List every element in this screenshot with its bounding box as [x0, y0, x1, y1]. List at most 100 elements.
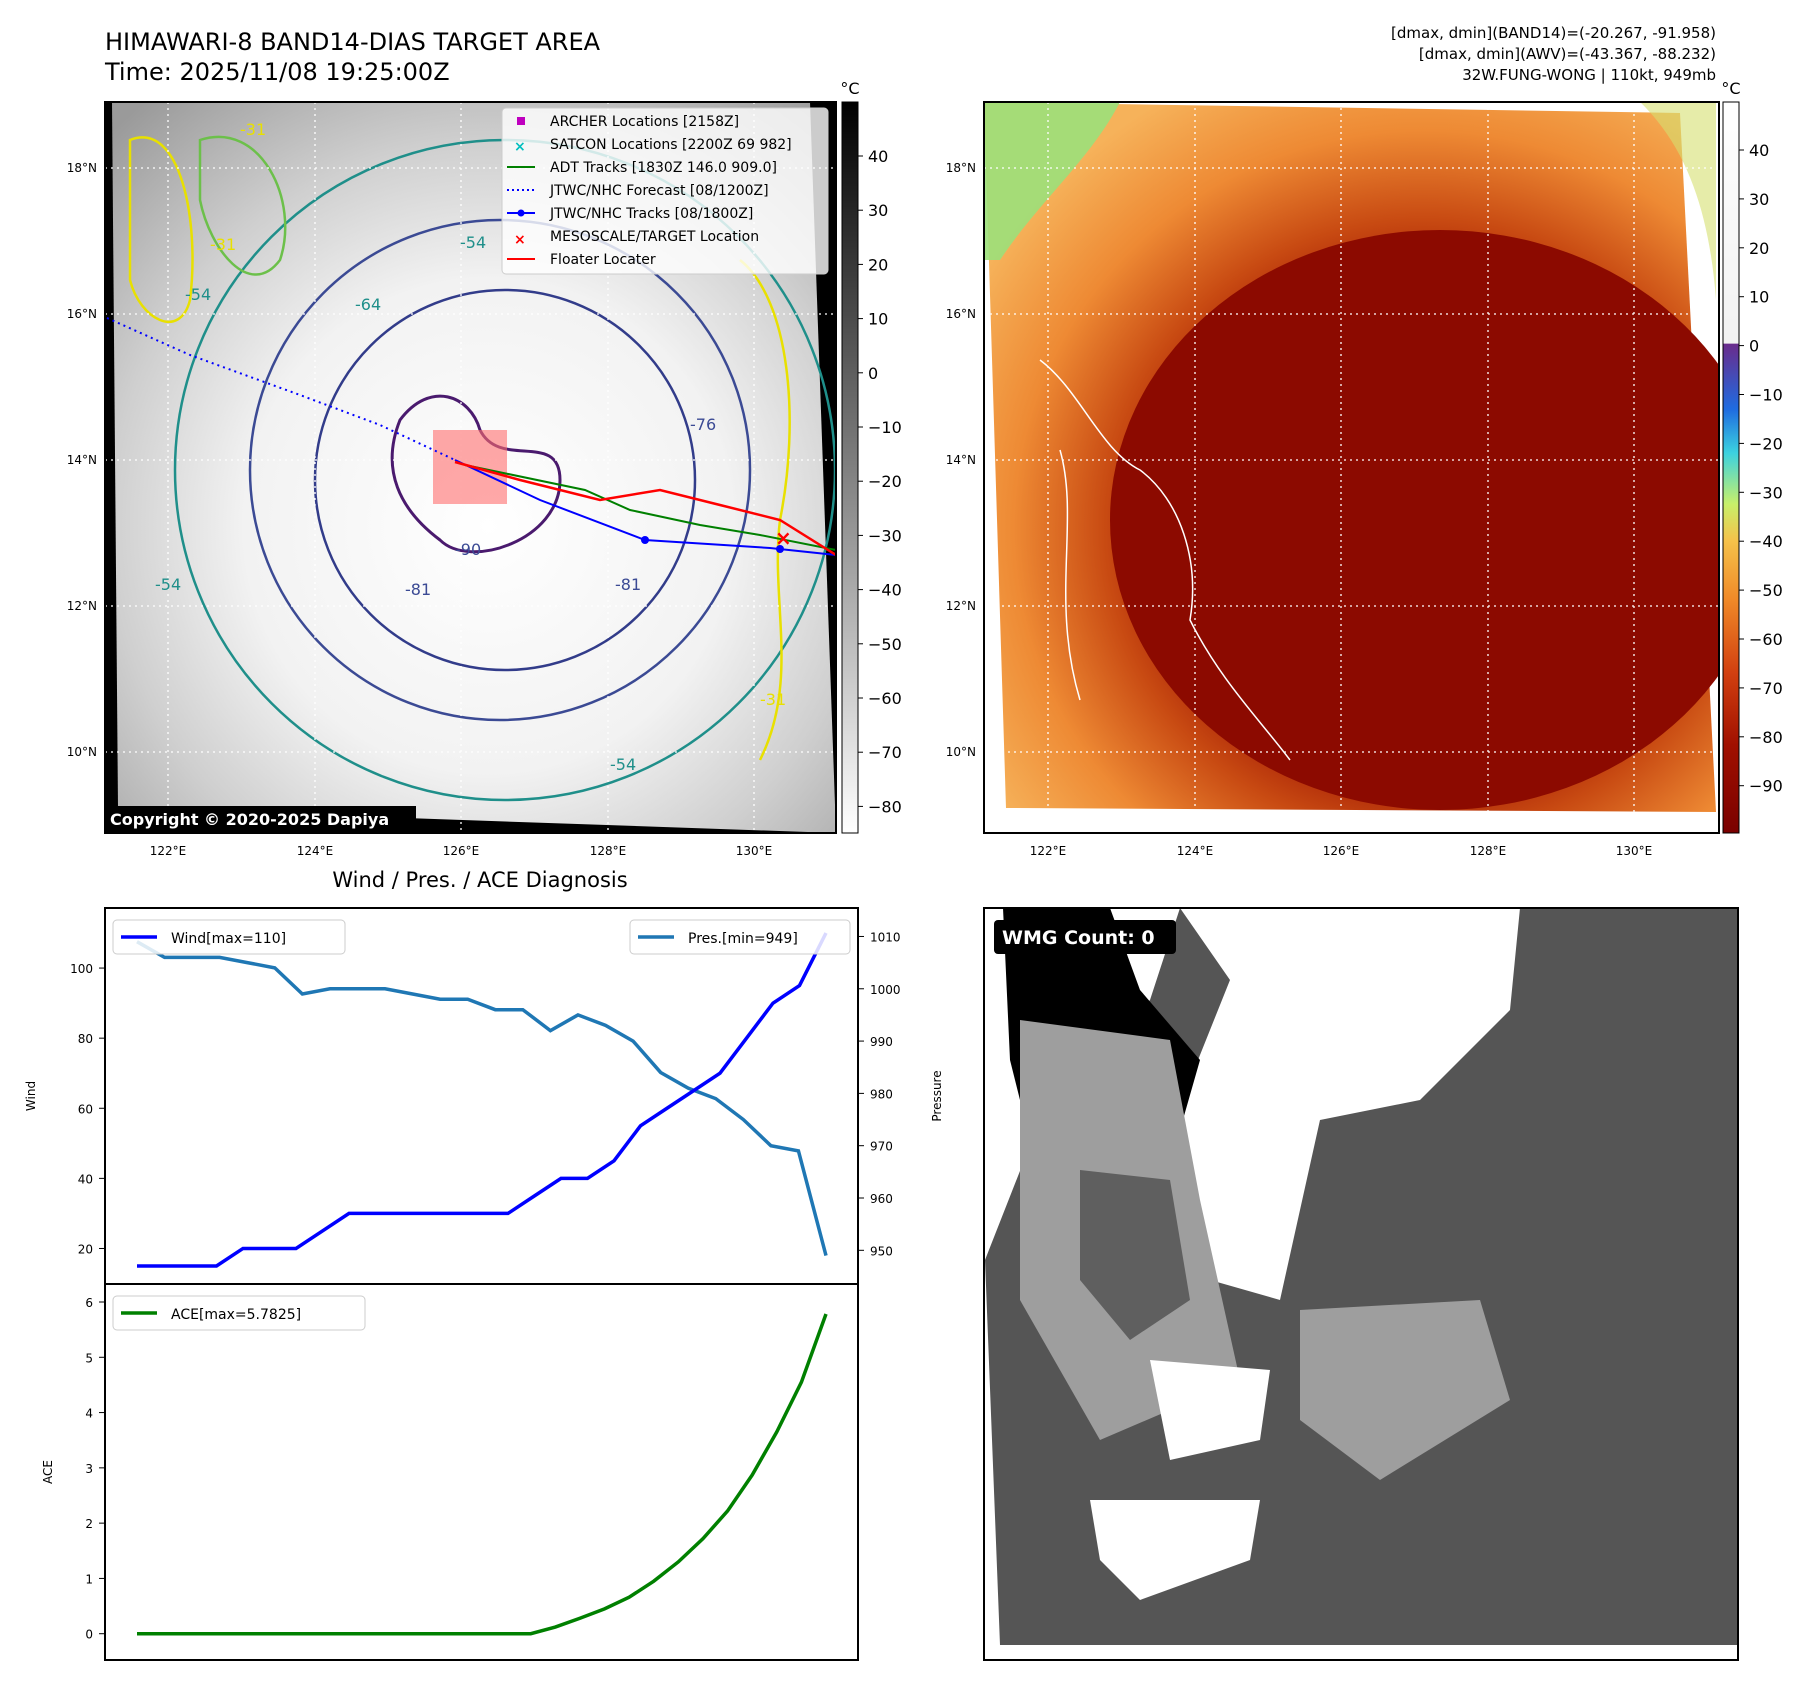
ace-axis-label: ACE [41, 1460, 55, 1484]
colorbar-tick-label: 10 [1749, 288, 1769, 307]
wmg-count-badge [994, 920, 1176, 954]
figure-title: HIMAWARI-8 BAND14-DIAS TARGET AREA [105, 28, 601, 56]
ace-axis-tick-label: 6 [85, 1296, 93, 1310]
contour-blue [248, 218, 752, 722]
pressure-axis-tick-label: 1010 [870, 930, 901, 944]
contour-label: -64 [355, 295, 381, 314]
legend-floater-label: Floater Locater [550, 252, 656, 268]
pressure-axis-tick-label: 1000 [870, 983, 901, 997]
copyright-box [106, 806, 416, 832]
pressure-legend-box [629, 919, 851, 955]
contour-label: -31 [760, 690, 786, 709]
lat-label: 12°N [946, 599, 976, 613]
pressure-axis-tick-label: 960 [870, 1192, 893, 1206]
band14-range-info: [dmax, dmin](BAND14)=(-20.267, -91.958) [1391, 24, 1716, 42]
colorbar-tick-label: 40 [868, 147, 888, 166]
wmg-warm-patch [1150, 1360, 1270, 1460]
colorbar-tick-label: 0 [868, 364, 878, 383]
wmg-warm-ring [1110, 908, 1520, 1300]
awv-moist-region-east [1640, 102, 1716, 300]
archer-legend-marker [517, 117, 525, 125]
colorbar-tick-label: −30 [868, 526, 902, 545]
wind-pressure-chart: 20 40 60 80 100 950 960 970 980 990 1000 1010 Wind Pr… [24, 907, 944, 1285]
contour-label: -81 [405, 580, 431, 599]
lon-label: 130°E [1616, 844, 1653, 858]
ace-axis-tick-label: 0 [85, 1628, 93, 1642]
contour-yellow [128, 136, 194, 323]
legend-adt-label: ADT Tracks [1830Z 146.0 909.0] [550, 160, 777, 176]
ace-axis-tick-label: 5 [85, 1351, 93, 1365]
lat-label: 12°N [67, 599, 97, 613]
colorbar-tick-label: −50 [868, 635, 902, 654]
colorbar-tick-label: −90 [1749, 777, 1783, 796]
colorbar-tick-label: −40 [1749, 532, 1783, 551]
lat-label: 10°N [67, 745, 97, 759]
contour-label: -31 [240, 120, 266, 139]
storm-info: 32W.FUNG-WONG | 110kt, 949mb [1462, 66, 1716, 84]
colorbar-tick-label: −10 [1749, 386, 1783, 405]
wind-axis-tick-label: 20 [78, 1242, 93, 1256]
colorbar-tick-label: −20 [1749, 434, 1783, 453]
ace-legend-label: ACE[max=5.7825] [171, 1307, 301, 1323]
wmg-dark-patch [1080, 1170, 1190, 1340]
pressure-axis-tick-label: 950 [870, 1244, 893, 1258]
pressure-axis-tick-label: 980 [870, 1087, 893, 1101]
legend-jtwc-label: JTWC/NHC Tracks [08/1800Z] [549, 206, 753, 222]
lat-label: 10°N [946, 745, 976, 759]
lon-label: 122°E [150, 844, 187, 858]
colorbar-tick-label: −20 [868, 472, 902, 491]
colorbar-tick-label: −70 [1749, 679, 1783, 698]
contour-label: -81 [615, 575, 641, 594]
colorbar-tick-label: −30 [1749, 483, 1783, 502]
contour-green [198, 135, 287, 276]
ace-axis-tick-label: 3 [85, 1462, 93, 1476]
jtwc-legend-dot [517, 209, 525, 217]
awv-moist-region [984, 102, 1120, 260]
ace-legend-box [112, 1295, 366, 1331]
awv-dry-core [1110, 230, 1719, 810]
colorbar-tick-label: −10 [868, 418, 902, 437]
map-legend-box [501, 107, 829, 275]
lat-label: 16°N [946, 307, 976, 321]
floater-locater-track [454, 460, 836, 557]
contour-label: -54 [155, 575, 181, 594]
pressure-legend-label: Pres.[min=949] [688, 931, 798, 947]
colorbar-tick-label: 30 [1749, 190, 1769, 209]
contour-label: -76 [690, 415, 716, 434]
wind-legend-label: Wind[max=110] [171, 931, 286, 947]
lon-label: 124°E [1177, 844, 1214, 858]
wind-axis-tick-label: 80 [78, 1032, 93, 1046]
ace-axis-tick-label: 2 [85, 1517, 93, 1531]
ace-axis-tick-label: 1 [85, 1572, 93, 1586]
colorbar-tick-label: 10 [868, 310, 888, 329]
lon-label: 126°E [1323, 844, 1360, 858]
mesoscale-target-marker: × [775, 526, 792, 550]
legend-archer-label: ARCHER Locations [2158Z] [550, 114, 739, 130]
lat-label: 16°N [67, 307, 97, 321]
contour-label: -54 [460, 233, 486, 252]
ace-axis-tick-label: 4 [85, 1407, 93, 1421]
colorbar-tick-label: 20 [868, 255, 888, 274]
ir-colorbar-unit: °C [840, 79, 859, 98]
wmg-count-text: WMG Count: 0 [1002, 927, 1155, 949]
wind-axis-tick-label: 100 [70, 962, 93, 976]
colorbar-tick-label: −50 [1749, 581, 1783, 600]
lat-label: 14°N [67, 453, 97, 467]
legend-mesoscale-label: MESOSCALE/TARGET Location [550, 229, 759, 245]
awv-map-lon-labels: 122°E 124°E 126°E 128°E 130°E [1030, 844, 1653, 858]
colorbar-tick-label: −80 [1749, 728, 1783, 747]
figure-timestamp: Time: 2025/11/08 19:25:00Z [104, 58, 450, 86]
wind-legend-box [112, 919, 346, 955]
colorbar-tick-label: −80 [868, 797, 902, 816]
ir-colorbar [841, 101, 859, 834]
awv-map-frame [983, 101, 1720, 834]
contour-labels: -31 -31 -54 -64 -54 -76 -81 -81 -90 -54 … [155, 120, 786, 774]
awv-range-info: [dmax, dmin](AWV)=(-43.367, -88.232) [1419, 45, 1716, 63]
awv-map-panel: 18°N 16°N 14°N 12°N 10°N 122°E 124°E 126… [946, 79, 1783, 858]
contour-purple [390, 394, 562, 554]
ace-chart: 0 1 2 3 4 5 6 ACE ACE[max=5.7825] [41, 1283, 859, 1661]
map-legend: ARCHER Locations [2158Z] × SATCON Locati… [501, 107, 829, 275]
ace-series-line [137, 1313, 828, 1636]
ir-map-lon-labels: 122°E 124°E 126°E 128°E 130°E [150, 844, 773, 858]
